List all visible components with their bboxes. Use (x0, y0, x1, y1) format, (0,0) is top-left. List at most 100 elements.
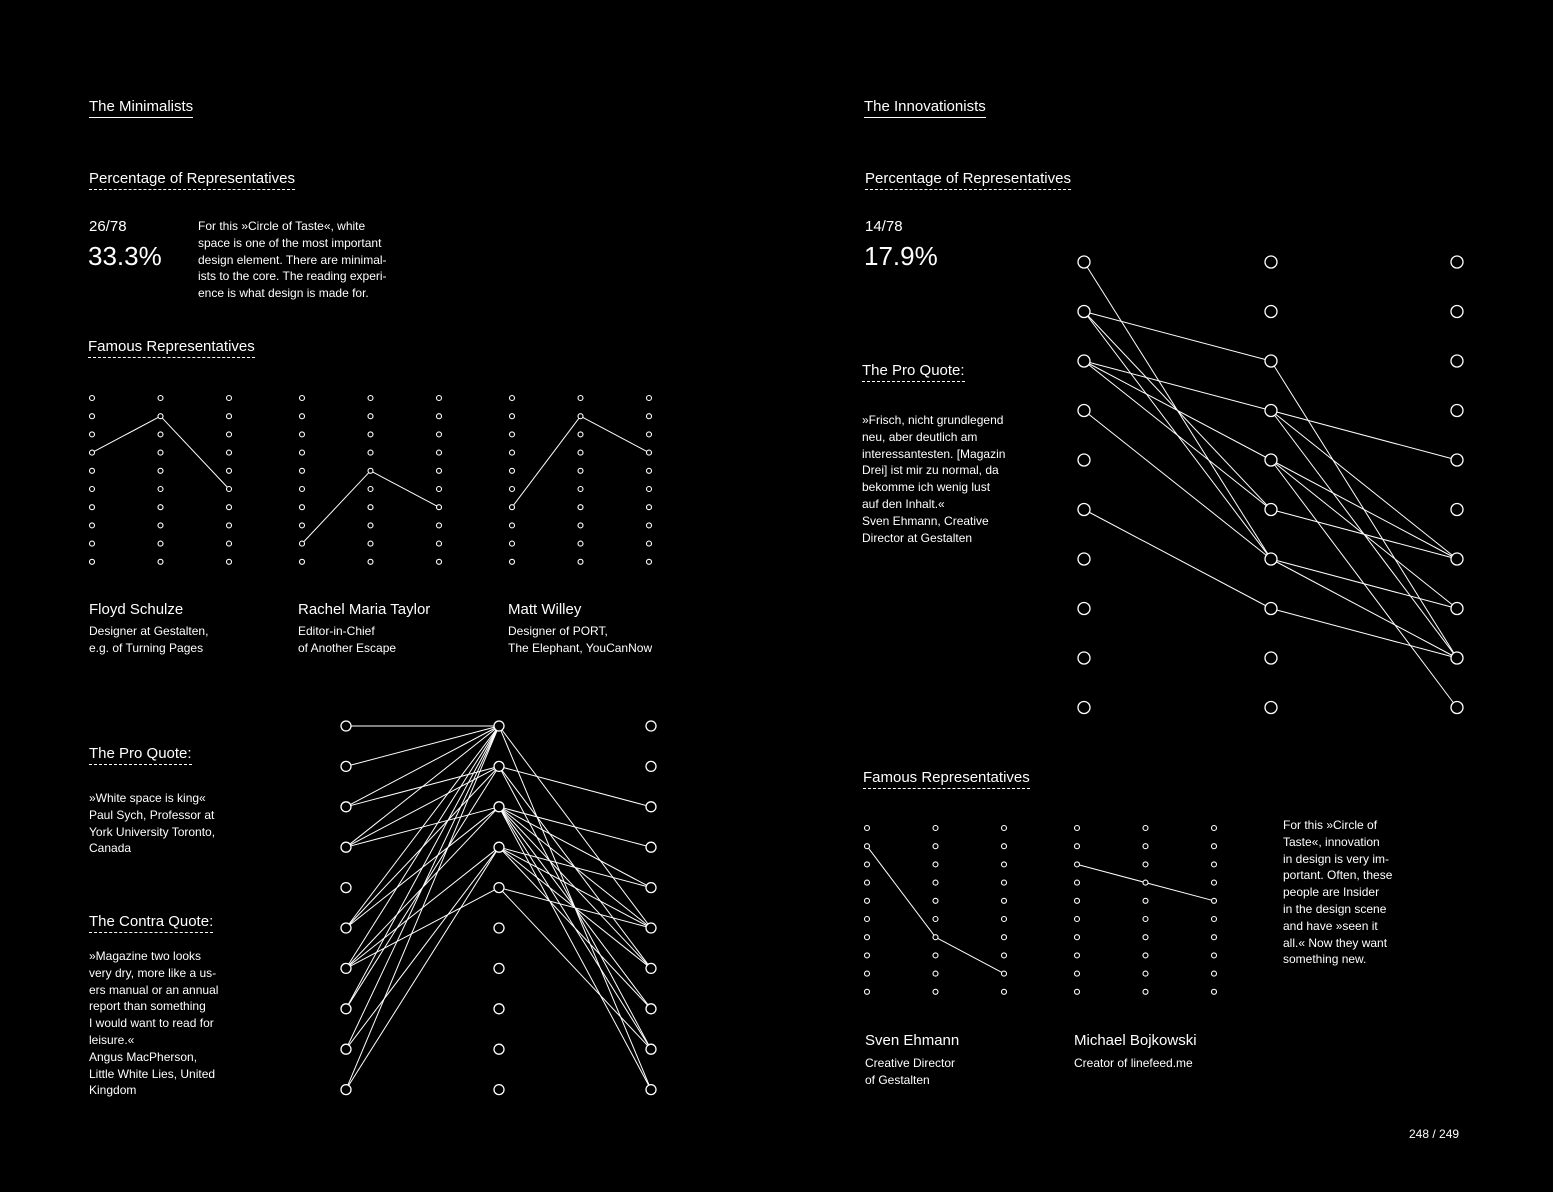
magazine-dot (932, 952, 939, 959)
network-node (645, 720, 657, 732)
magazine-dot (645, 540, 653, 547)
quote-line: »Frisch, nicht grundlegend (862, 413, 1004, 427)
network-node (645, 1043, 657, 1055)
person-name: Rachel Maria Taylor (298, 601, 431, 618)
network-node (1264, 304, 1278, 319)
person-role-line: e.g. of Turning Pages (89, 641, 204, 655)
magazine-dot (1073, 952, 1081, 959)
right-description-line: in design is very im- (1283, 851, 1390, 866)
magazine-dot (1142, 988, 1149, 995)
magazine-dot (88, 540, 96, 547)
person-role-line: The Elephant, YouCanNow (508, 641, 653, 655)
magazine-dot (1000, 988, 1008, 995)
right-description-line: Taste«, innovation (1283, 834, 1380, 849)
person-name: Sven Ehmann (865, 1032, 960, 1049)
magazine-dot (863, 915, 871, 923)
right-percent: 17.9% (864, 241, 938, 271)
magazine-dot (298, 540, 306, 547)
network-node (493, 760, 505, 773)
magazine-dot (88, 431, 96, 438)
right-description: For this »Circle of Taste«, innovation i… (1283, 817, 1392, 968)
pick-connector (1076, 863, 1146, 884)
magazine-dot (1142, 897, 1149, 904)
magazine-dot (435, 467, 443, 474)
magazine-dot (1142, 879, 1149, 886)
magazine-dot (225, 504, 233, 511)
network-link (1083, 360, 1272, 510)
network-link (1083, 410, 1272, 560)
magazine-dot (645, 394, 653, 402)
right-representative-charts (863, 824, 1218, 995)
network-node (493, 1043, 505, 1055)
left-description-line: For this »Circle of Taste«, white (198, 219, 366, 233)
network-node (1450, 552, 1464, 566)
magazine-dot (863, 988, 871, 995)
magazine-dot (1073, 843, 1081, 850)
network-node (1264, 453, 1278, 467)
network-link (498, 806, 652, 1090)
person-role-line: Designer at Gestalten, (89, 624, 209, 638)
network-node (1450, 354, 1464, 368)
right-description-line: For this »Circle of (1283, 818, 1378, 832)
magazine-dot (863, 861, 871, 868)
network-link (345, 765, 500, 848)
network-node (493, 1003, 505, 1015)
network-node (1077, 601, 1091, 616)
network-node (340, 801, 352, 813)
quote-line: Little White Lies, United (89, 1066, 216, 1081)
magazine-dot (508, 485, 516, 493)
right-fraction: 14/78 (865, 218, 903, 235)
right-section-title: The Innovationists (864, 98, 986, 118)
magazine-dot (225, 485, 233, 493)
quote-line: ers manual or an annual (89, 982, 219, 997)
magazine-dot (932, 934, 939, 941)
network-link (498, 846, 652, 889)
quote-line: Paul Sych, Professor at (89, 807, 215, 822)
magazine-dot (1073, 970, 1081, 977)
magazine-dot (1210, 897, 1218, 904)
magazine-dot (508, 467, 516, 474)
pick-connector (91, 415, 161, 454)
magazine-dot (508, 540, 516, 547)
magazine-dot (932, 897, 939, 904)
network-node (340, 1043, 352, 1055)
network-node (1450, 502, 1464, 517)
network-link (498, 806, 652, 848)
pick-connector (1145, 882, 1215, 902)
magazine-dot (863, 952, 871, 959)
person-role: Designer at Gestalten, e.g. of Turning P… (89, 623, 208, 657)
quote-line: I would want to read for (89, 1016, 214, 1031)
quote-line: »White space is king« (89, 791, 206, 805)
person-role-line: Creator of linefeed.me (1074, 1056, 1193, 1070)
magazine-dot (1073, 861, 1081, 868)
network-node (645, 962, 657, 975)
pick-connector (511, 415, 581, 508)
magazine-dot (435, 485, 443, 493)
magazine-dot (508, 504, 516, 511)
network-link (1083, 360, 1272, 461)
magazine-dot (1000, 879, 1008, 886)
person-role-line: of Another Escape (298, 641, 397, 655)
left-section-title: The Minimalists (89, 98, 194, 118)
magazine-dot (1210, 970, 1218, 977)
left-pro-quote-heading: The Pro Quote: (89, 745, 192, 765)
magazine-dot (577, 558, 584, 565)
right-famous-heading: Famous Representatives (863, 769, 1030, 789)
magazine-dot (298, 449, 306, 456)
magazine-dot (367, 485, 374, 493)
network-link (345, 846, 500, 1090)
network-link (1083, 360, 1272, 411)
quote-line: Drei] ist mir zu normal, da (862, 463, 999, 478)
left-description-line: space is one of the most important (198, 235, 382, 250)
quote-line: interessantesten. [Magazin (862, 446, 1006, 461)
magazine-dot (367, 504, 374, 511)
magazine-dot (508, 558, 516, 565)
network-node (1077, 304, 1091, 319)
right-description-line: portant. Often, these (1283, 868, 1393, 883)
network-link (1270, 459, 1458, 560)
network-node (493, 962, 505, 975)
magazine-dot (435, 431, 443, 438)
magazine-dot (863, 897, 871, 904)
magazine-dot (508, 431, 516, 438)
magazine-dot (1142, 952, 1149, 959)
